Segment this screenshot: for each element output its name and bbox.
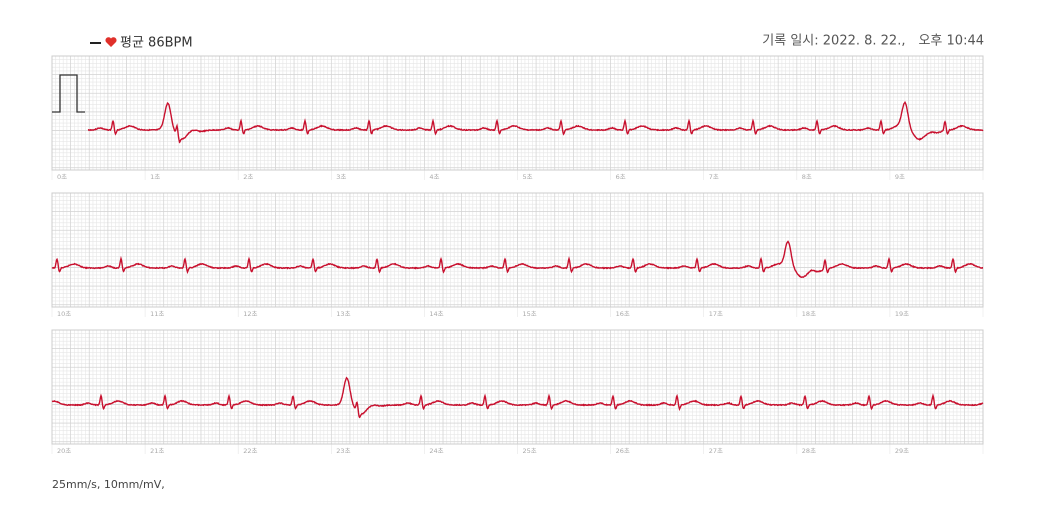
time-label: 19초	[895, 310, 909, 318]
time-label: 1초	[150, 173, 160, 181]
ecg-trace	[87, 100, 984, 144]
time-label: 11초	[150, 310, 164, 318]
ecg-trace	[51, 240, 983, 279]
heart-icon	[105, 37, 117, 47]
time-label: 4초	[429, 173, 439, 181]
time-label: 25초	[523, 447, 537, 455]
time-label: 29초	[895, 447, 909, 455]
time-label: 13초	[336, 310, 350, 318]
time-label: 3초	[336, 173, 346, 181]
time-label: 21초	[150, 447, 164, 455]
strip-frame	[51, 329, 984, 445]
strips: 0초 1초 2초 3초 4초 5초 6초 7초 8초 9초 10초 11초 12초 13초 14초 15초 16…	[51, 55, 984, 455]
strip-frame	[51, 55, 984, 171]
ecg-trace	[51, 376, 984, 419]
time-label: 16초	[616, 310, 630, 318]
time-label: 14초	[429, 310, 443, 318]
time-label: 0초	[57, 173, 67, 181]
average-bpm: 평균 86BPM	[120, 36, 193, 51]
time-label: 15초	[523, 310, 537, 318]
time-label: 23초	[336, 447, 350, 455]
time-label: 2초	[243, 173, 253, 181]
time-label: 5초	[523, 173, 533, 181]
time-label: 24초	[429, 447, 443, 455]
time-label: 9초	[895, 173, 905, 181]
footer-settings: 25mm/s, 10mm/mV,	[52, 478, 165, 491]
calibration-pulse	[52, 74, 85, 113]
time-label: 26초	[616, 447, 630, 455]
time-label: 17초	[709, 310, 723, 318]
time-label: 6초	[616, 173, 626, 181]
strip-frame	[51, 192, 984, 308]
time-label: 10초	[57, 310, 71, 318]
time-label: 8초	[802, 173, 812, 181]
record-date: 기록 일시: 2022. 8. 22., 오후 10:44	[762, 34, 984, 49]
time-label: 28초	[802, 447, 816, 455]
time-label: 18초	[802, 310, 816, 318]
time-label: 20초	[57, 447, 71, 455]
time-label: 27초	[709, 447, 723, 455]
time-label: 12초	[243, 310, 257, 318]
time-label: 7초	[709, 173, 719, 181]
time-label: 22초	[243, 447, 257, 455]
